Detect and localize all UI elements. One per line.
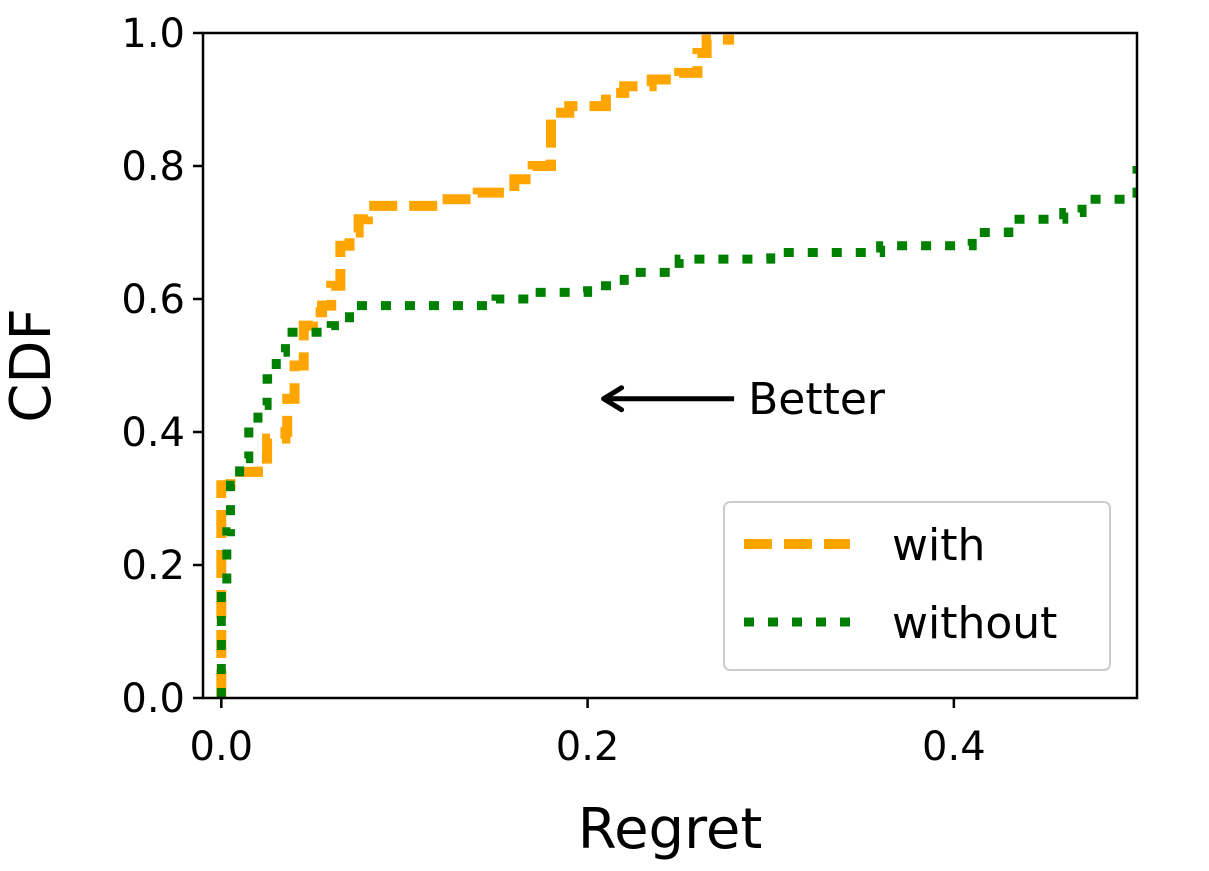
legend-label-with: with [892, 520, 985, 571]
x-tick-label-1: 0.2 [556, 724, 620, 770]
plot-frame [201, 31, 1139, 700]
y-tick-label-3: 0.6 [121, 277, 185, 323]
x-tick-label-2: 0.4 [922, 724, 986, 770]
y-tick-label-4: 0.8 [121, 144, 185, 190]
x-tick-label-0: 0.0 [190, 724, 254, 770]
axes: 0.0 0.2 0.4 0.0 0.2 0.4 0.6 0.8 1.0 [121, 11, 1139, 770]
legend: with without [723, 501, 1111, 671]
annotation: Better [601, 374, 886, 425]
plot-area [216, 34, 1137, 698]
x-axis-title: Regret [578, 797, 763, 862]
y-tick-label-0: 0.0 [121, 676, 185, 722]
legend-box [723, 501, 1111, 671]
better-arrow-head [601, 385, 625, 413]
y-tick-label-2: 0.4 [121, 410, 185, 456]
series-line-with [216, 34, 735, 698]
y-axis-title: CDF [0, 308, 64, 422]
y-tick-label-1: 0.2 [121, 543, 185, 589]
better-label: Better [748, 374, 886, 425]
series-line-without [216, 166, 1137, 698]
y-tick-label-5: 1.0 [121, 11, 185, 57]
legend-label-without: without [892, 598, 1057, 649]
